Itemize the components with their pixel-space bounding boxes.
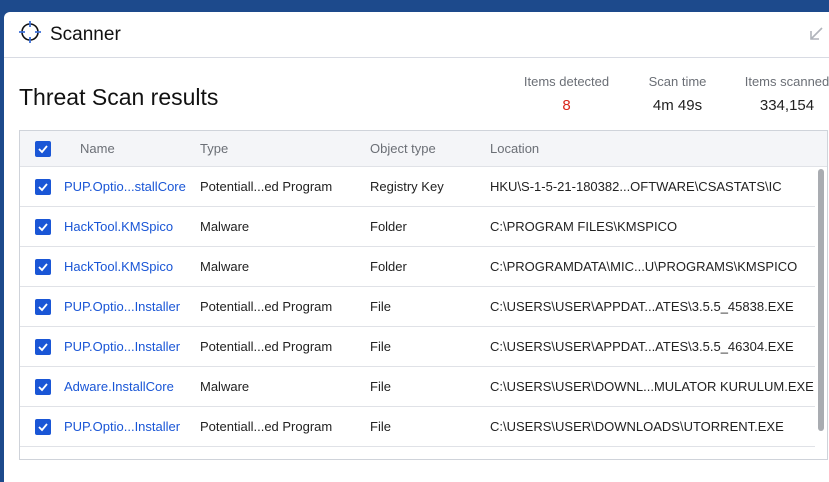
object-type: File — [370, 299, 391, 314]
threat-name-link[interactable]: HackTool.KMSpico — [64, 219, 174, 234]
threat-name-link[interactable]: PUP.Optio...Installer — [64, 419, 181, 434]
object-type: File — [370, 339, 391, 354]
stat-value: 8 — [562, 97, 571, 114]
select-all-checkbox[interactable] — [35, 140, 51, 157]
table-row[interactable]: HackTool.KMSpico Malware Folder C:\PROGR… — [20, 247, 815, 287]
window-title: Scanner — [50, 23, 121, 45]
table-header: Name Type Object type Location — [20, 131, 827, 167]
threat-name-link[interactable]: PUP.Optio...stallCore — [64, 179, 186, 194]
threat-name-link[interactable]: HackTool.KMSpico — [64, 259, 174, 274]
column-object-type[interactable]: Object type — [370, 141, 436, 156]
location: C:\USERS\USER\DOWNLOADS\UTORRENT.EXE — [490, 419, 784, 434]
scrollbar[interactable] — [818, 169, 824, 431]
table-row[interactable]: HackTool.KMSpico Malware Folder C:\PROGR… — [20, 207, 815, 247]
threat-type: Malware — [200, 219, 250, 234]
table-row[interactable]: Adware.InstallCore Malware File C:\USERS… — [20, 367, 815, 407]
column-type[interactable]: Type — [200, 141, 229, 156]
threat-name-link[interactable]: Adware.InstallCore — [64, 379, 174, 394]
row-checkbox[interactable] — [35, 378, 51, 395]
row-checkbox[interactable] — [35, 178, 51, 195]
arrow-down-left-icon[interactable] — [808, 26, 824, 47]
results-table: Name Type Object type Location PUP.Optio… — [19, 130, 828, 460]
stat-value: 334,154 — [759, 97, 815, 114]
object-type: Folder — [370, 219, 407, 234]
title-bar: Scanner — [4, 12, 829, 58]
object-type: Folder — [370, 259, 407, 274]
row-checkbox[interactable] — [35, 338, 51, 355]
threat-name-link[interactable]: PUP.Optio...Installer — [64, 299, 181, 314]
column-location[interactable]: Location — [490, 141, 540, 156]
column-name[interactable]: Name — [80, 141, 115, 156]
table-row[interactable]: PUP.Optio...Installer Potentiall...ed Pr… — [20, 287, 815, 327]
threat-type: Potentiall...ed Program — [200, 339, 333, 354]
threat-type: Potentiall...ed Program — [200, 299, 333, 314]
row-checkbox[interactable] — [35, 418, 51, 435]
stat-scan-time: Scan time 4m 49s — [640, 74, 715, 114]
table-row[interactable]: PUP.Optio...stallCore Potentiall...ed Pr… — [20, 167, 815, 207]
threat-type: Malware — [200, 379, 250, 394]
threat-type: Potentiall...ed Program — [200, 179, 333, 194]
location: C:\PROGRAM FILES\KMSPICO — [490, 219, 678, 234]
stat-items-scanned: Items scanned 334,154 — [742, 74, 829, 114]
scanner-window: Scanner Threat Scan results Items detect… — [4, 12, 829, 482]
stat-label: Scan time — [648, 74, 707, 89]
object-type: File — [370, 419, 391, 434]
stat-value: 4m 49s — [652, 97, 703, 114]
location: C:\USERS\USER\DOWNL...MULATOR KURULUM.EX… — [490, 379, 814, 394]
threat-type: Malware — [200, 259, 250, 274]
threat-name-link[interactable]: PUP.Optio...Installer — [64, 339, 181, 354]
location: C:\USERS\USER\APPDAT...ATES\3.5.5_45838.… — [490, 299, 794, 314]
location: C:\USERS\USER\APPDAT...ATES\3.5.5_46304.… — [490, 339, 794, 354]
crosshair-icon — [18, 20, 42, 49]
table-row[interactable]: PUP.Optio...Installer Potentiall...ed Pr… — [20, 327, 815, 367]
page-title: Threat Scan results — [19, 84, 219, 110]
stat-label: Items detected — [523, 74, 610, 89]
location: C:\PROGRAMDATA\MIC...U\PROGRAMS\KMSPICO — [490, 259, 798, 274]
row-checkbox[interactable] — [35, 298, 51, 315]
row-checkbox[interactable] — [35, 218, 51, 235]
location: HKU\S-1-5-21-180382...OFTWARE\CSASTATS\I… — [490, 179, 782, 194]
table-row[interactable]: PUP.Optio...Installer Potentiall...ed Pr… — [20, 407, 815, 447]
threat-type: Potentiall...ed Program — [200, 419, 333, 434]
row-checkbox[interactable] — [35, 258, 51, 275]
object-type: Registry Key — [370, 179, 444, 194]
object-type: File — [370, 379, 391, 394]
stat-items-detected: Items detected 8 — [519, 74, 614, 114]
stat-label: Items scanned — [744, 74, 829, 89]
